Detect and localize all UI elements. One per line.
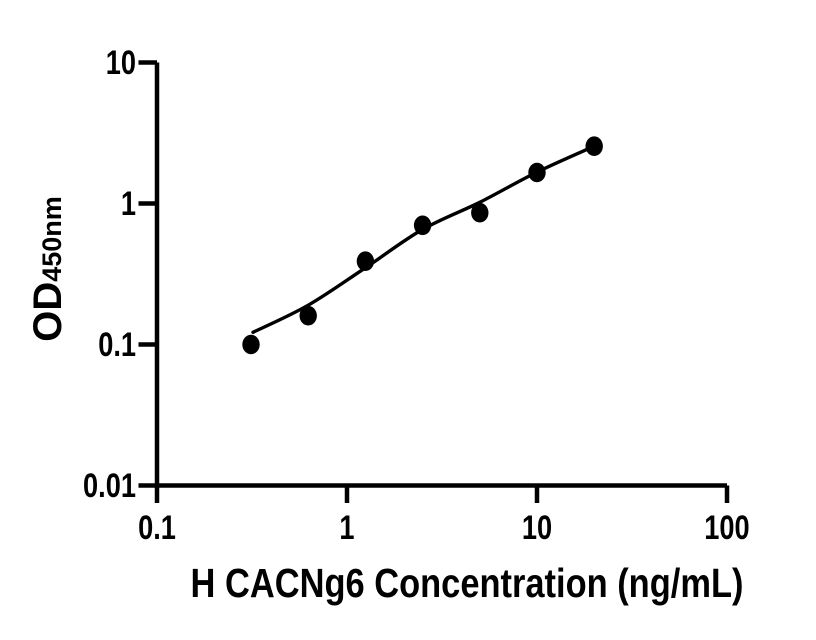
data-point-1	[299, 305, 317, 326]
y-axis-title: OD 450nm	[26, 184, 72, 354]
x-tick-label-100: 100	[704, 509, 750, 547]
y-tick-label-1: 1	[120, 184, 136, 223]
x-tick-label-10: 10	[521, 509, 553, 547]
y-axis-title-main: OD	[26, 281, 70, 342]
x-tick-label-0.1: 0.1	[138, 509, 176, 547]
x-axis-title: H CACNg6 Concentration (ng/mL)	[190, 560, 744, 606]
data-point-2	[356, 251, 375, 271]
y-tick-label-0.01: 0.01	[83, 466, 136, 505]
data-point-6	[585, 136, 603, 156]
data-point-3	[413, 215, 432, 236]
data-point-0	[242, 334, 260, 355]
data-point-5	[528, 162, 546, 183]
y-axis-title-subscript: 450nm	[37, 196, 67, 282]
y-tick-label-10: 10	[105, 43, 136, 82]
x-tick-label-1: 1	[339, 509, 355, 547]
data-point-4	[471, 202, 489, 223]
y-tick-label-0.1: 0.1	[98, 325, 136, 364]
